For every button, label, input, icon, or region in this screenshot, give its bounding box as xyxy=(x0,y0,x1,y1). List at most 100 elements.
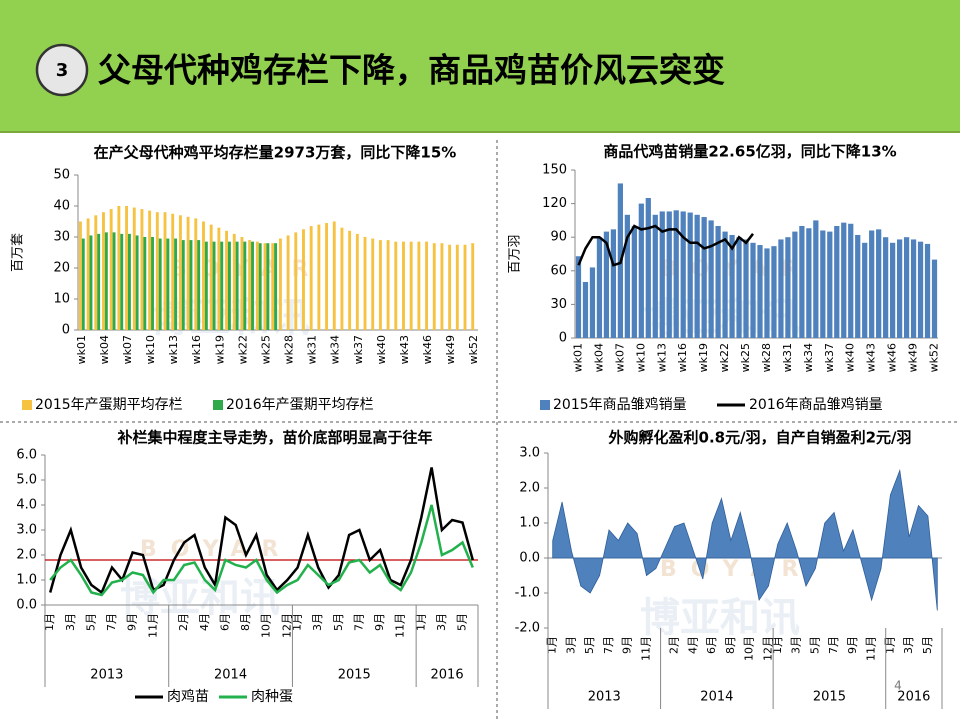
bar xyxy=(757,245,763,338)
x-tick-label: wk46 xyxy=(886,343,899,372)
bar xyxy=(125,206,128,330)
x-tick-label: 12月 xyxy=(280,613,293,638)
y-tick-label: 50 xyxy=(53,168,70,183)
x-tick-label: 7月 xyxy=(602,636,615,654)
x-tick-label: wk01 xyxy=(75,335,88,364)
bar xyxy=(701,217,707,338)
bar xyxy=(163,212,167,330)
y-tick-label: 60 xyxy=(550,263,567,278)
bar xyxy=(785,237,791,338)
x-tick-label: 7月 xyxy=(352,613,365,631)
bar xyxy=(155,212,159,330)
x-tick-label: 1月 xyxy=(771,636,784,654)
bar xyxy=(317,224,321,330)
bar xyxy=(251,241,254,330)
year-label: 2014 xyxy=(214,668,247,683)
y-tick-label: 4.0 xyxy=(16,498,37,513)
x-tick-label: wk22 xyxy=(718,343,731,372)
y-axis-label: 百万套 xyxy=(10,233,26,272)
x-tick-label: 5月 xyxy=(456,613,469,631)
x-tick-label: 1月 xyxy=(883,636,896,654)
chart-title: 外购孵化盈利0.8元/羽，自产自销盈利2元/羽 xyxy=(608,429,912,447)
series-line xyxy=(48,467,475,595)
y-tick-label: 5.0 xyxy=(16,473,37,488)
bar xyxy=(862,242,868,338)
bar xyxy=(117,206,121,330)
bar xyxy=(255,241,259,330)
x-tick-label: wk25 xyxy=(259,335,272,364)
x-tick-label: wk16 xyxy=(676,343,689,372)
bar xyxy=(799,226,805,338)
legend-swatch xyxy=(22,400,32,410)
bar xyxy=(834,226,840,338)
x-tick-label: 5月 xyxy=(84,613,97,631)
y-tick-label: 20 xyxy=(53,261,70,276)
x-tick-label: 7月 xyxy=(105,613,118,631)
bar xyxy=(820,230,826,338)
bar xyxy=(425,241,428,330)
x-tick-label: 8月 xyxy=(239,613,252,631)
bar xyxy=(924,243,931,338)
x-tick-label: 11月 xyxy=(394,613,407,638)
x-tick-label: 2月 xyxy=(177,613,190,631)
y-tick-label: 120 xyxy=(542,196,567,211)
bar xyxy=(140,209,144,330)
x-tick-label: wk07 xyxy=(121,335,134,364)
year-label: 2016 xyxy=(431,668,464,683)
x-tick-label: wk43 xyxy=(398,335,411,364)
bar xyxy=(792,231,798,338)
x-tick-label: 3月 xyxy=(790,636,803,654)
x-tick-label: wk40 xyxy=(375,335,388,364)
bar xyxy=(855,234,861,338)
page-number: 4 xyxy=(894,679,902,693)
bar xyxy=(112,232,116,330)
x-tick-label: 2月 xyxy=(668,636,681,654)
x-tick-label: wk31 xyxy=(781,343,794,372)
x-tick-label: 5月 xyxy=(808,636,821,654)
watermark-latin: BOYAR xyxy=(140,537,292,562)
bar xyxy=(694,214,700,338)
bar xyxy=(143,237,147,330)
slide-title: 父母代种鸡存栏下降，商品鸡苗价风云突变 xyxy=(98,51,725,90)
y-tick-label: 0 xyxy=(62,323,70,338)
y-tick-label: 2.0 xyxy=(519,481,540,496)
y-tick-label: 6.0 xyxy=(16,448,37,463)
x-tick-label: wk28 xyxy=(760,343,773,372)
series-line xyxy=(49,504,474,597)
x-tick-label: 6月 xyxy=(705,636,718,654)
bar xyxy=(212,241,216,330)
bar xyxy=(659,211,665,338)
x-tick-label: wk34 xyxy=(329,335,342,364)
bar xyxy=(440,243,444,330)
y-tick-label: 0.0 xyxy=(519,551,540,566)
bar xyxy=(624,214,630,338)
x-tick-label: wk49 xyxy=(444,335,457,364)
bar xyxy=(89,235,93,330)
x-tick-label: 9月 xyxy=(373,613,386,631)
x-tick-label: wk19 xyxy=(697,343,710,372)
year-label: 2013 xyxy=(90,668,123,683)
bar xyxy=(876,229,882,338)
bar xyxy=(471,243,475,330)
y-tick-label: 10 xyxy=(53,292,70,307)
bar xyxy=(589,267,596,338)
y-tick-label: 3.0 xyxy=(519,446,540,461)
x-tick-label: wk37 xyxy=(352,335,365,364)
bar xyxy=(806,228,812,338)
series-line xyxy=(577,224,754,267)
bar xyxy=(225,230,228,330)
bar xyxy=(764,248,770,338)
x-tick-label: 1月 xyxy=(546,636,559,654)
bar xyxy=(120,233,124,330)
bar xyxy=(166,238,170,330)
y-tick-label: -2.0 xyxy=(515,621,540,636)
bar xyxy=(432,243,436,330)
bar xyxy=(455,244,459,330)
bar xyxy=(582,282,589,338)
x-tick-label: wk52 xyxy=(928,343,941,372)
x-tick-label: wk07 xyxy=(613,343,626,372)
bar xyxy=(631,226,637,338)
x-tick-label: wk01 xyxy=(571,343,584,372)
bar xyxy=(596,237,603,338)
